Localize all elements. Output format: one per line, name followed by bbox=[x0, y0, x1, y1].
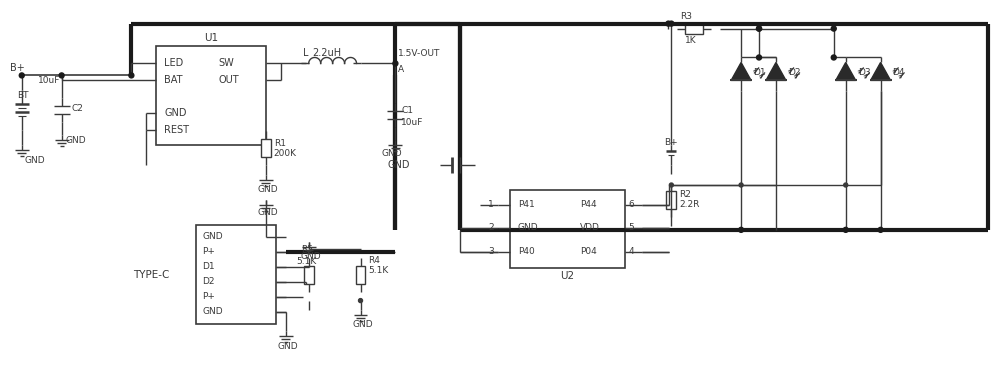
Text: P41: P41 bbox=[518, 200, 535, 209]
Text: 2: 2 bbox=[488, 223, 494, 232]
Text: 5.1K: 5.1K bbox=[297, 257, 317, 266]
Text: 3: 3 bbox=[488, 247, 494, 256]
Text: GND: GND bbox=[202, 232, 223, 241]
Text: C1: C1 bbox=[401, 106, 413, 115]
Text: GND: GND bbox=[164, 108, 187, 118]
Text: GND: GND bbox=[388, 160, 410, 170]
Polygon shape bbox=[836, 62, 856, 80]
Text: 2.2uH: 2.2uH bbox=[313, 49, 342, 59]
Text: D2: D2 bbox=[202, 277, 215, 286]
Polygon shape bbox=[871, 62, 891, 80]
Text: GND: GND bbox=[301, 252, 321, 261]
Text: U2: U2 bbox=[560, 271, 574, 280]
Text: GND: GND bbox=[66, 136, 86, 145]
Text: BT: BT bbox=[17, 91, 28, 100]
Circle shape bbox=[129, 73, 134, 78]
Text: P04: P04 bbox=[580, 247, 596, 256]
Text: 1.5V-OUT: 1.5V-OUT bbox=[398, 49, 441, 58]
Text: 2.2R: 2.2R bbox=[679, 200, 700, 209]
Text: BAT: BAT bbox=[164, 76, 183, 85]
Circle shape bbox=[757, 26, 762, 31]
Text: 6: 6 bbox=[629, 200, 634, 209]
Circle shape bbox=[359, 299, 363, 303]
Circle shape bbox=[844, 183, 848, 187]
Text: P+: P+ bbox=[202, 292, 215, 301]
Circle shape bbox=[739, 227, 744, 232]
Text: TYPE-C: TYPE-C bbox=[133, 270, 169, 280]
Text: GND: GND bbox=[258, 185, 279, 194]
Text: R1: R1 bbox=[274, 139, 286, 148]
Bar bbox=[666, 191, 676, 209]
Text: D1: D1 bbox=[202, 262, 215, 271]
Text: L: L bbox=[303, 49, 308, 59]
Text: 1K: 1K bbox=[684, 36, 696, 45]
Text: C2: C2 bbox=[72, 104, 83, 113]
Circle shape bbox=[878, 227, 883, 232]
Circle shape bbox=[739, 183, 743, 187]
Text: GND: GND bbox=[278, 342, 298, 351]
Polygon shape bbox=[731, 62, 751, 80]
Circle shape bbox=[831, 55, 836, 60]
Text: GND: GND bbox=[202, 307, 223, 316]
Text: LED: LED bbox=[164, 58, 183, 68]
Circle shape bbox=[831, 26, 836, 31]
Text: D3: D3 bbox=[858, 68, 870, 77]
Polygon shape bbox=[766, 62, 786, 80]
Text: 5.1K: 5.1K bbox=[368, 266, 389, 275]
Text: 5: 5 bbox=[629, 223, 634, 232]
Bar bbox=[510, 190, 625, 268]
Circle shape bbox=[757, 26, 762, 31]
Bar bbox=[304, 266, 314, 284]
Circle shape bbox=[19, 73, 24, 78]
Text: GND: GND bbox=[353, 320, 373, 329]
Text: GND: GND bbox=[25, 156, 45, 165]
Text: D4: D4 bbox=[893, 68, 905, 77]
Text: P44: P44 bbox=[580, 200, 596, 209]
Text: D2: D2 bbox=[788, 68, 800, 77]
Circle shape bbox=[757, 55, 762, 60]
Text: R3: R3 bbox=[680, 12, 692, 21]
Circle shape bbox=[669, 183, 673, 187]
Bar bbox=[261, 139, 271, 157]
Text: 1: 1 bbox=[488, 200, 494, 209]
Bar bbox=[356, 266, 365, 284]
Bar bbox=[156, 45, 266, 145]
Circle shape bbox=[669, 21, 674, 26]
Text: 10uF: 10uF bbox=[38, 76, 60, 85]
Text: B+: B+ bbox=[665, 138, 678, 147]
Circle shape bbox=[843, 227, 848, 232]
Text: GND: GND bbox=[258, 208, 279, 217]
Text: R5: R5 bbox=[301, 245, 313, 254]
Text: 200K: 200K bbox=[274, 149, 297, 158]
Text: GND: GND bbox=[381, 149, 402, 158]
Text: GND: GND bbox=[518, 223, 539, 232]
Bar bbox=[196, 225, 276, 324]
Circle shape bbox=[666, 21, 671, 26]
Text: VDD: VDD bbox=[580, 223, 600, 232]
Text: 10uF: 10uF bbox=[401, 118, 424, 127]
Text: OUT: OUT bbox=[218, 76, 239, 85]
Text: R2: R2 bbox=[679, 191, 691, 200]
Text: R4: R4 bbox=[368, 256, 380, 265]
Text: U1: U1 bbox=[204, 33, 218, 42]
Text: B+: B+ bbox=[10, 64, 25, 73]
Text: 4: 4 bbox=[629, 247, 634, 256]
Circle shape bbox=[59, 73, 64, 78]
Text: P40: P40 bbox=[518, 247, 535, 256]
Text: A: A bbox=[398, 65, 405, 74]
Text: SW: SW bbox=[218, 58, 234, 68]
Circle shape bbox=[393, 61, 398, 66]
Bar bbox=[685, 24, 703, 33]
Text: P+: P+ bbox=[202, 247, 215, 256]
Text: D1: D1 bbox=[753, 68, 766, 77]
Text: REST: REST bbox=[164, 125, 189, 135]
